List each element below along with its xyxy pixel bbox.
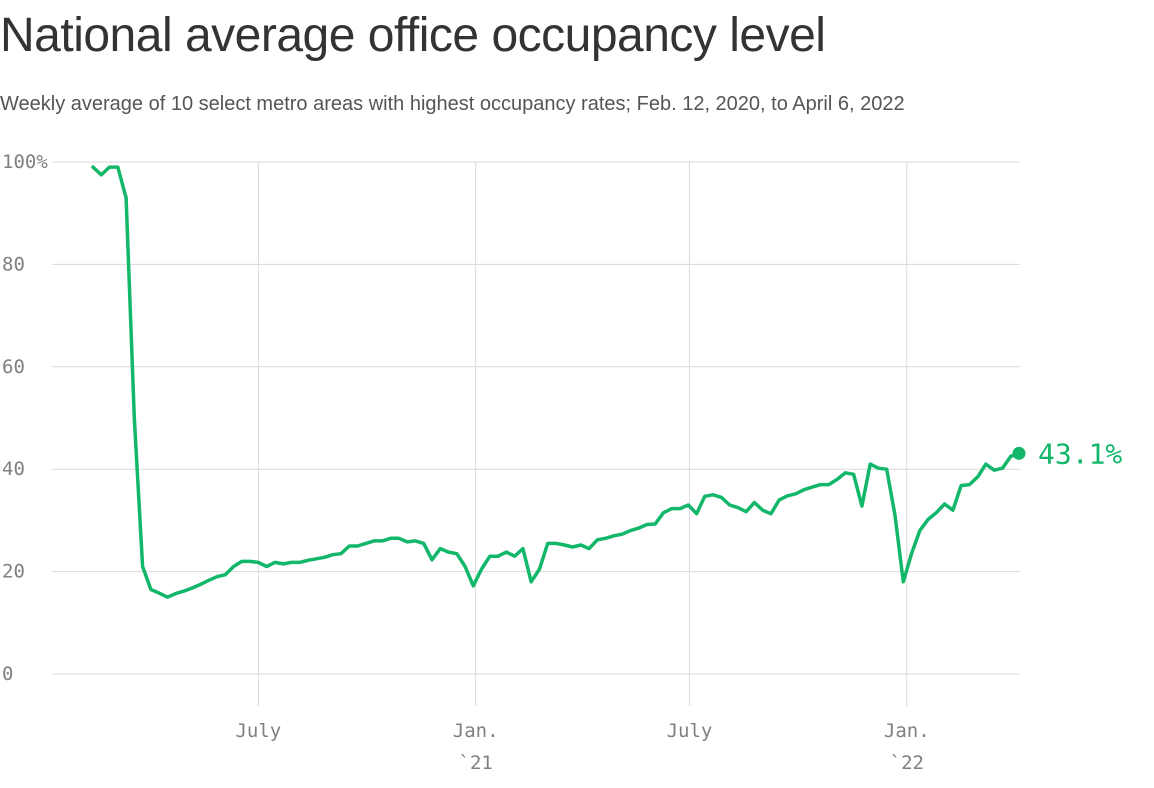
y-tick-label: 0: [2, 663, 13, 685]
y-tick-label: 20: [2, 561, 25, 583]
end-marker-group: 43.1%: [1012, 437, 1122, 470]
series-line-occupancy: [91, 165, 1021, 599]
series-group: [91, 165, 1021, 599]
x-tick-year-label: `21: [459, 752, 493, 774]
y-axis-ticks: 100% 80 60 40 20 0: [2, 151, 48, 685]
x-axis-ticks: July Jan. `21 July Jan. `22: [235, 720, 929, 774]
y-tick-label: 40: [2, 458, 25, 480]
x-tick-label: July: [667, 720, 713, 742]
end-point-marker: [1012, 446, 1026, 460]
x-tick-year-label: `22: [890, 752, 924, 774]
gridlines: [52, 161, 1020, 706]
x-tick-label: Jan.: [453, 720, 499, 742]
end-value-label: 43.1%: [1038, 437, 1122, 470]
x-tick-label: Jan.: [884, 720, 930, 742]
chart-subtitle: Weekly average of 10 select metro areas …: [0, 93, 905, 115]
y-tick-label: 80: [2, 253, 25, 275]
y-tick-label: 60: [2, 356, 25, 378]
chart-title: National average office occupancy level: [0, 9, 826, 62]
x-tick-label: July: [235, 720, 281, 742]
y-tick-label: 100%: [2, 151, 48, 173]
